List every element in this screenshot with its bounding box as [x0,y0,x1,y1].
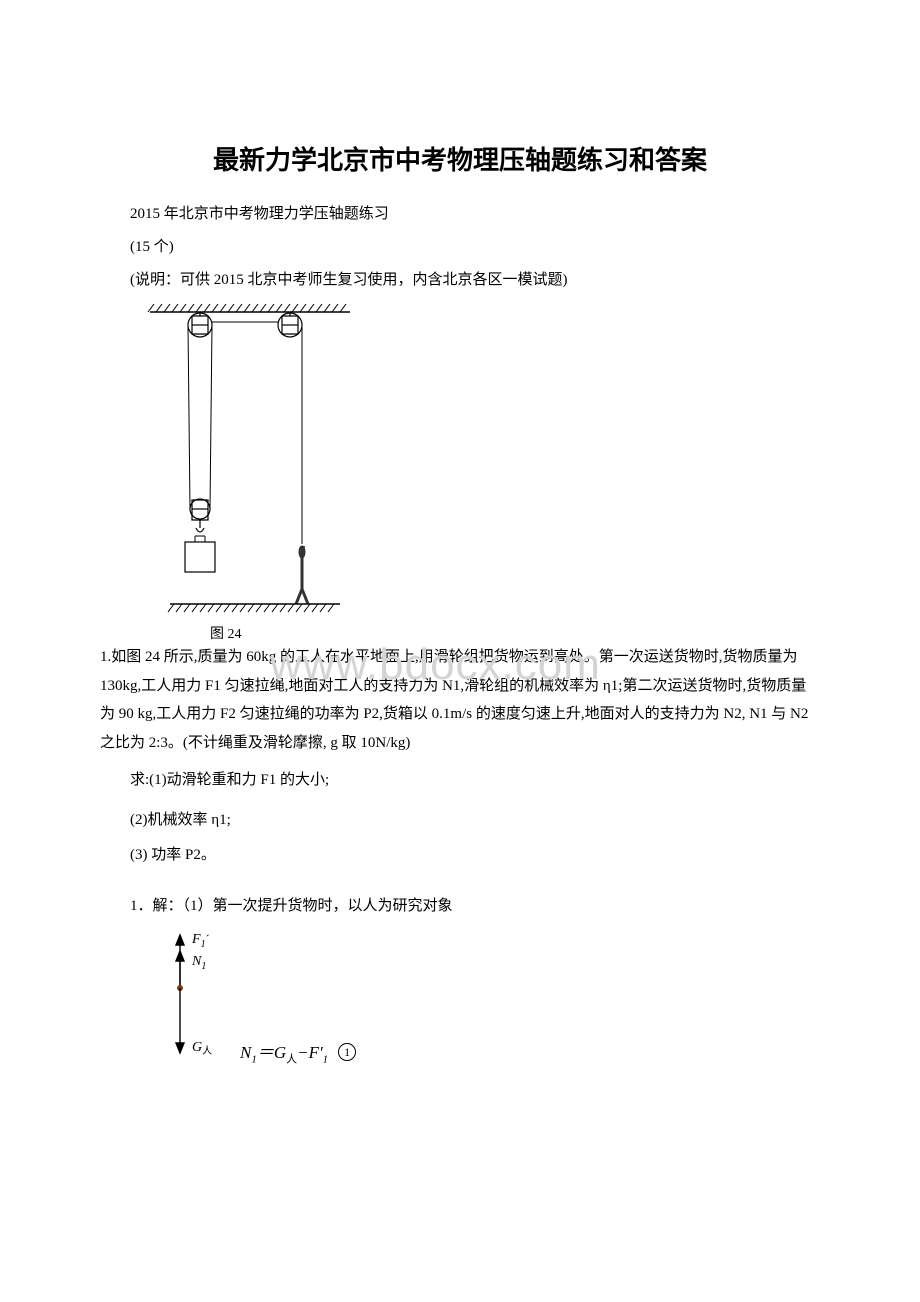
pulley-figure [140,304,820,619]
eq-lhs-var: N [240,1043,251,1062]
fbd-f1-label: F [191,933,201,947]
question-sub-3: (3) 功率 P2。 [130,843,820,864]
figure-caption: 图 24 [210,623,820,643]
question-ask: 求:(1)动滑轮重和力 F1 的大小; [100,767,820,794]
svg-text:F1ˊ: F1ˊ [191,933,210,950]
solution-line-1: 1．解：（1）第一次提升货物时，以人为研究对象 [130,894,820,915]
question-1-text: 1.如图 24 所示,质量为 60kg 的工人在水平地面上,用滑轮组把货物运到高… [100,649,808,751]
eq-rhs1-var: G [274,1043,286,1062]
fbd-n1-label: N [191,954,202,969]
svg-text:N1: N1 [191,954,206,972]
pulley-diagram-svg [140,304,380,614]
question-sub-2: (2)机械效率 η1; [130,808,820,829]
question-1-body: 1.如图 24 所示,质量为 60kg 的工人在水平地面上,用滑轮组把货物运到高… [100,643,820,757]
eq-rhs2-sub: 1 [323,1053,329,1065]
eq-n1: N1＝G人−F'1 [240,1038,328,1066]
fbd-f1-prime: ˊ [206,933,210,946]
subtitle-1: 2015 年北京市中考物理力学压轴题练习 [100,201,820,228]
eq-rhs2-var: F' [309,1043,323,1062]
subtitle-2: (15 个) [100,234,820,261]
svg-text:G人: G人 [192,1040,212,1057]
eq-minus: − [297,1043,308,1062]
eq-lhs-sub: 1 [251,1053,257,1065]
page-title: 最新力学北京市中考物理压轴题练习和答案 [100,140,820,177]
equation-1: N1＝G人−F'1 1 [160,1038,820,1066]
eq-rhs1-sub: 人 [286,1053,297,1065]
fbd-g-sub: 人 [202,1045,212,1057]
subtitle-3: (说明：可供 2015 北京中考师生复习使用，内含北京各区一模试题) [100,267,820,294]
fbd-g-label: G [192,1040,202,1055]
fbd-n1-sub: 1 [201,961,206,972]
